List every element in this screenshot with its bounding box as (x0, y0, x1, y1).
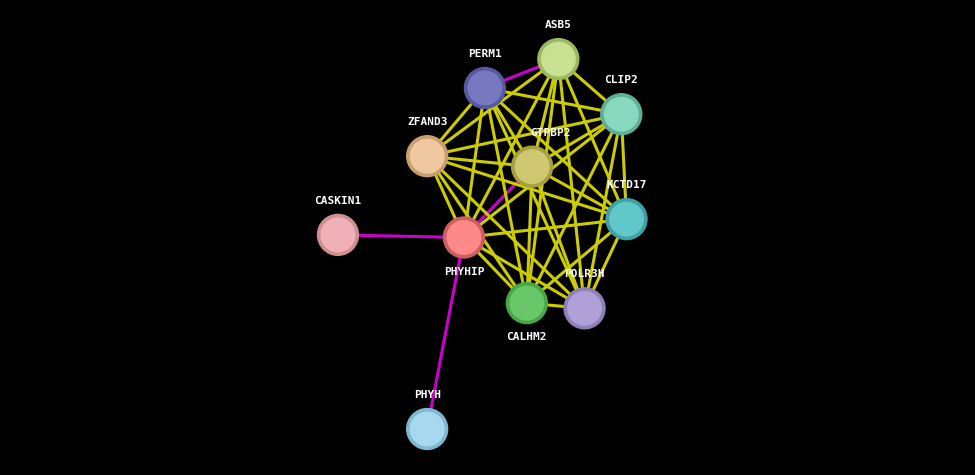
Circle shape (516, 150, 549, 183)
Text: ZFAND3: ZFAND3 (407, 117, 448, 127)
Circle shape (512, 146, 553, 187)
Circle shape (567, 292, 602, 325)
Text: POLR3H: POLR3H (565, 269, 604, 279)
Circle shape (604, 97, 638, 131)
Text: PHYHIP: PHYHIP (444, 266, 485, 276)
Circle shape (407, 136, 448, 177)
Text: PERM1: PERM1 (468, 49, 502, 59)
Text: CASKIN1: CASKIN1 (314, 196, 362, 206)
Text: ASB5: ASB5 (545, 20, 571, 30)
Circle shape (318, 214, 359, 256)
Circle shape (410, 412, 444, 446)
Circle shape (510, 286, 544, 320)
Circle shape (601, 94, 642, 134)
Circle shape (565, 288, 605, 329)
Text: CLIP2: CLIP2 (604, 75, 639, 85)
Circle shape (506, 283, 547, 323)
Text: PHYH: PHYH (413, 390, 441, 400)
Circle shape (468, 71, 502, 105)
Circle shape (609, 202, 644, 236)
Circle shape (541, 42, 575, 76)
Circle shape (321, 218, 355, 252)
Circle shape (410, 139, 444, 173)
Circle shape (448, 221, 481, 254)
Circle shape (538, 38, 579, 80)
Text: GTPBP2: GTPBP2 (530, 128, 570, 138)
Circle shape (606, 199, 647, 239)
Circle shape (444, 217, 485, 258)
Circle shape (464, 67, 505, 108)
Text: CALHM2: CALHM2 (507, 332, 547, 342)
Text: KCTD17: KCTD17 (606, 180, 646, 190)
Circle shape (407, 408, 448, 449)
